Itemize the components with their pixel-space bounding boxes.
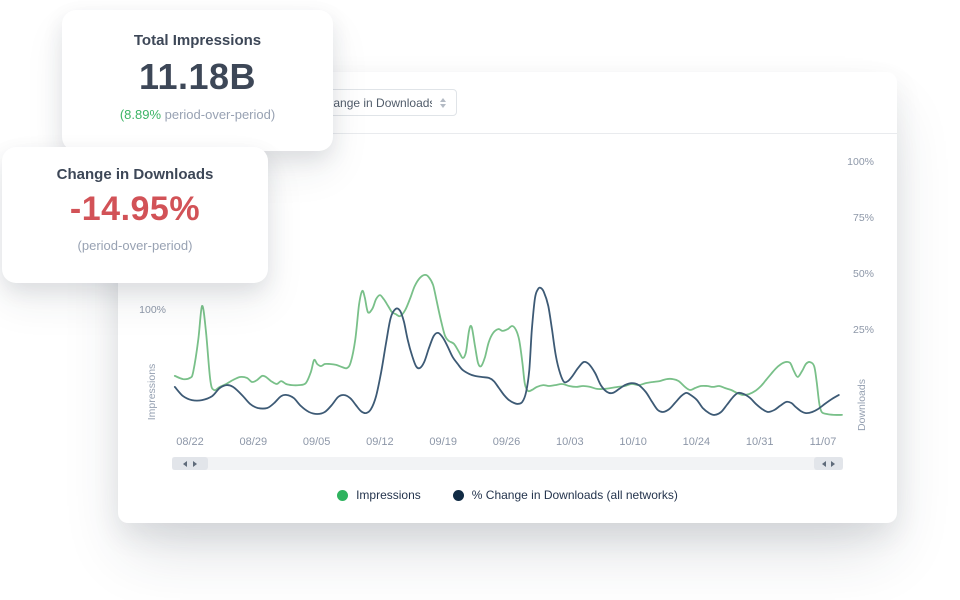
right-axis-tick: 50% bbox=[852, 268, 874, 280]
chart-svg bbox=[173, 273, 843, 416]
card-subtitle: (8.89% period-over-period) bbox=[62, 107, 333, 122]
x-axis-tick: 09/26 bbox=[492, 436, 521, 448]
card-title: Change in Downloads bbox=[56, 166, 214, 183]
chart-legend: Impressions % Change in Downloads (all ne… bbox=[118, 488, 897, 502]
scroll-left-icon[interactable] bbox=[822, 460, 826, 467]
scrollbar-track[interactable] bbox=[172, 457, 843, 470]
right-axis-tick: 25% bbox=[852, 324, 874, 336]
x-axis-tick: 10/03 bbox=[556, 436, 584, 448]
legend-dot-icon bbox=[337, 489, 349, 501]
legend-dot-icon bbox=[452, 489, 464, 501]
x-axis-tick: 09/19 bbox=[429, 436, 457, 448]
x-axis-tick: 08/22 bbox=[176, 436, 204, 448]
right-axis-tick: 75% bbox=[852, 212, 874, 224]
chart-scrollbar bbox=[172, 457, 843, 470]
total-impressions-card: Total Impressions 11.18B (8.89% period-o… bbox=[62, 10, 333, 151]
legend-label: % Change in Downloads (all networks) bbox=[471, 488, 678, 502]
scroll-left-icon[interactable] bbox=[183, 460, 187, 467]
left-axis-tick-100: 100% bbox=[139, 304, 166, 316]
card-title: Total Impressions bbox=[133, 32, 262, 49]
right-axis-tick: 100% bbox=[847, 156, 874, 168]
metric-dropdown-value: Change in Downloads bbox=[318, 95, 432, 110]
series-line-downloads bbox=[173, 286, 840, 416]
x-axis-tick: 08/29 bbox=[239, 436, 268, 448]
x-axis-tick: 10/24 bbox=[682, 436, 711, 448]
legend-item[interactable]: % Change in Downloads (all networks) bbox=[452, 488, 678, 502]
scrollbar-left-buttons[interactable] bbox=[172, 457, 208, 470]
delta-caption: period-over-period) bbox=[161, 107, 276, 122]
change-downloads-card: Change in Downloads -14.95% (period-over… bbox=[2, 147, 268, 283]
scroll-right-icon[interactable] bbox=[193, 460, 197, 467]
x-axis-tick: 10/10 bbox=[619, 436, 647, 448]
x-axis-tick: 10/31 bbox=[745, 436, 774, 448]
delta-percent: (8.89% bbox=[119, 107, 162, 122]
legend-item[interactable]: Impressions bbox=[337, 488, 421, 502]
card-subtitle: (period-over-period) bbox=[77, 238, 193, 253]
legend-label: Impressions bbox=[356, 488, 421, 502]
x-axis-tick: 09/12 bbox=[366, 436, 394, 448]
series-line-impressions bbox=[173, 273, 843, 416]
scroll-right-icon[interactable] bbox=[831, 460, 835, 467]
card-value: -14.95% bbox=[69, 190, 201, 228]
card-value: 11.18B bbox=[138, 56, 257, 97]
x-axis-tick: 11/07 bbox=[809, 436, 837, 448]
panel-divider bbox=[118, 133, 897, 134]
x-axis-tick: 09/05 bbox=[302, 436, 331, 448]
scrollbar-right-buttons[interactable] bbox=[814, 457, 843, 470]
select-chevron-icon bbox=[440, 97, 446, 108]
